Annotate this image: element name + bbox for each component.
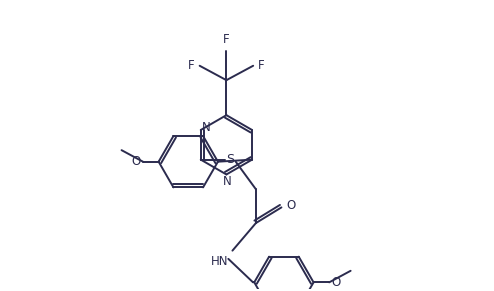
Text: O: O: [331, 276, 341, 289]
Text: F: F: [258, 59, 265, 72]
Text: HN: HN: [211, 255, 228, 268]
Text: O: O: [131, 155, 140, 168]
Text: S: S: [226, 153, 234, 166]
Text: N: N: [202, 121, 210, 134]
Text: F: F: [188, 59, 195, 72]
Text: F: F: [223, 33, 230, 46]
Text: O: O: [287, 199, 295, 212]
Text: N: N: [223, 175, 232, 188]
